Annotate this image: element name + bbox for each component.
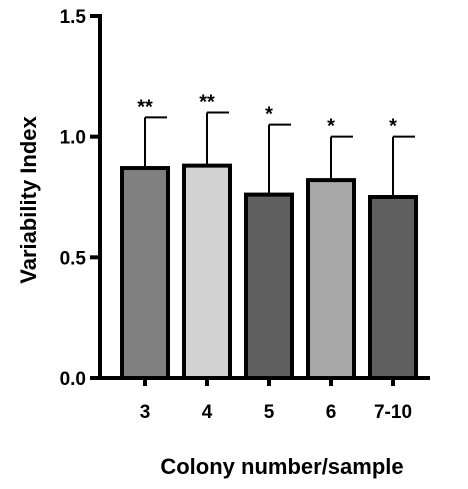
y-tick-label: 0.0 [60, 369, 86, 390]
significance-label: ** [137, 96, 153, 118]
y-tick-label: 1.0 [60, 128, 86, 149]
significance-label: * [265, 104, 273, 126]
x-tick-label: 3 [140, 402, 151, 423]
x-tick-label: 7-10 [374, 402, 412, 423]
y-axis-title: Variability Index [16, 115, 41, 283]
bar [120, 166, 170, 380]
x-tick-label: 4 [202, 402, 213, 423]
x-tick-label: 5 [264, 402, 275, 423]
significance-label: ** [199, 92, 215, 114]
y-tick-label: 0.5 [60, 248, 87, 269]
bar [368, 195, 418, 380]
bar [182, 163, 232, 380]
x-tick-label: 6 [326, 402, 337, 423]
bar [244, 192, 294, 380]
bar [306, 178, 356, 380]
significance-label: * [389, 116, 397, 138]
x-axis-title: Colony number/sample [160, 454, 403, 479]
y-tick-label: 1.5 [60, 7, 87, 28]
significance-label: * [327, 116, 335, 138]
